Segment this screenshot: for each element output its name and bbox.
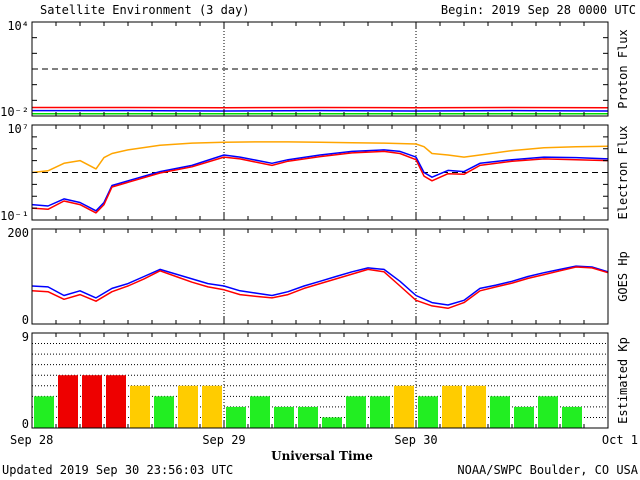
kp-bar	[154, 396, 174, 428]
kp-bar	[370, 396, 390, 428]
estimated-kp-panel: 9 0 Estimated Kp	[22, 330, 630, 431]
x-tick-label: Sep 30	[394, 433, 437, 447]
kp-bar	[298, 406, 318, 428]
series-line-1	[31, 149, 609, 212]
kp-bar	[274, 406, 294, 428]
x-axis-tick-labels: Sep 28 Sep 29 Sep 30 Oct 1	[10, 433, 638, 447]
proton-flux-panel: 10⁴ 10⁻² Proton Flux	[0, 19, 630, 119]
kp-bar	[178, 385, 198, 428]
kp-bar	[466, 385, 486, 428]
goes-hp-panel: 200 0 GOES Hp	[7, 226, 630, 327]
begin-time: Begin: 2019 Sep 28 0000 UTC	[441, 3, 636, 17]
y-axis-title: Proton Flux	[616, 29, 630, 108]
kp-bar	[538, 396, 558, 428]
series-line-1	[31, 266, 609, 310]
kp-bar	[394, 385, 414, 428]
y-tick-label: 10⁴	[7, 19, 29, 33]
kp-bar	[58, 375, 78, 428]
kp-bar	[514, 406, 534, 428]
kp-bar	[322, 417, 342, 428]
y-tick-label: 0	[22, 313, 29, 327]
kp-bar	[418, 396, 438, 428]
series-line-2	[31, 150, 609, 214]
x-tick-label: Oct 1	[602, 433, 638, 447]
y-axis-title: GOES Hp	[616, 251, 630, 302]
kp-bar	[490, 396, 510, 428]
y-axis-title: Estimated Kp	[616, 337, 630, 424]
y-tick-label: 10⁻²	[0, 105, 29, 119]
series-line-0	[31, 265, 609, 306]
kp-bar	[130, 385, 150, 428]
kp-bar	[82, 375, 102, 428]
credit: NOAA/SWPC Boulder, CO USA	[457, 463, 638, 477]
kp-bar	[250, 396, 270, 428]
y-axis-title: Electron Flux	[616, 126, 630, 220]
chart-title: Satellite Environment (3 day)	[40, 3, 250, 17]
kp-bar	[202, 385, 222, 428]
y-tick-label: 200	[7, 226, 29, 240]
y-tick-label: 0	[22, 417, 29, 431]
y-tick-label: 10⁷	[7, 122, 29, 136]
kp-bar	[562, 406, 582, 428]
series-line-0	[31, 141, 609, 174]
electron-flux-panel: 10⁷ 10⁻¹ Electron Flux	[0, 122, 630, 223]
kp-bar	[106, 375, 126, 428]
updated-time: Updated 2019 Sep 30 23:56:03 UTC	[2, 463, 233, 477]
kp-bar	[346, 396, 366, 428]
y-tick-label: 10⁻¹	[0, 209, 29, 223]
kp-bar	[442, 385, 462, 428]
kp-bar	[226, 406, 246, 428]
x-tick-label: Sep 28	[10, 433, 53, 447]
kp-bar	[34, 396, 54, 428]
y-tick-label: 9	[22, 330, 29, 344]
x-axis-title: Universal Time	[271, 449, 373, 463]
x-tick-label: Sep 29	[202, 433, 245, 447]
